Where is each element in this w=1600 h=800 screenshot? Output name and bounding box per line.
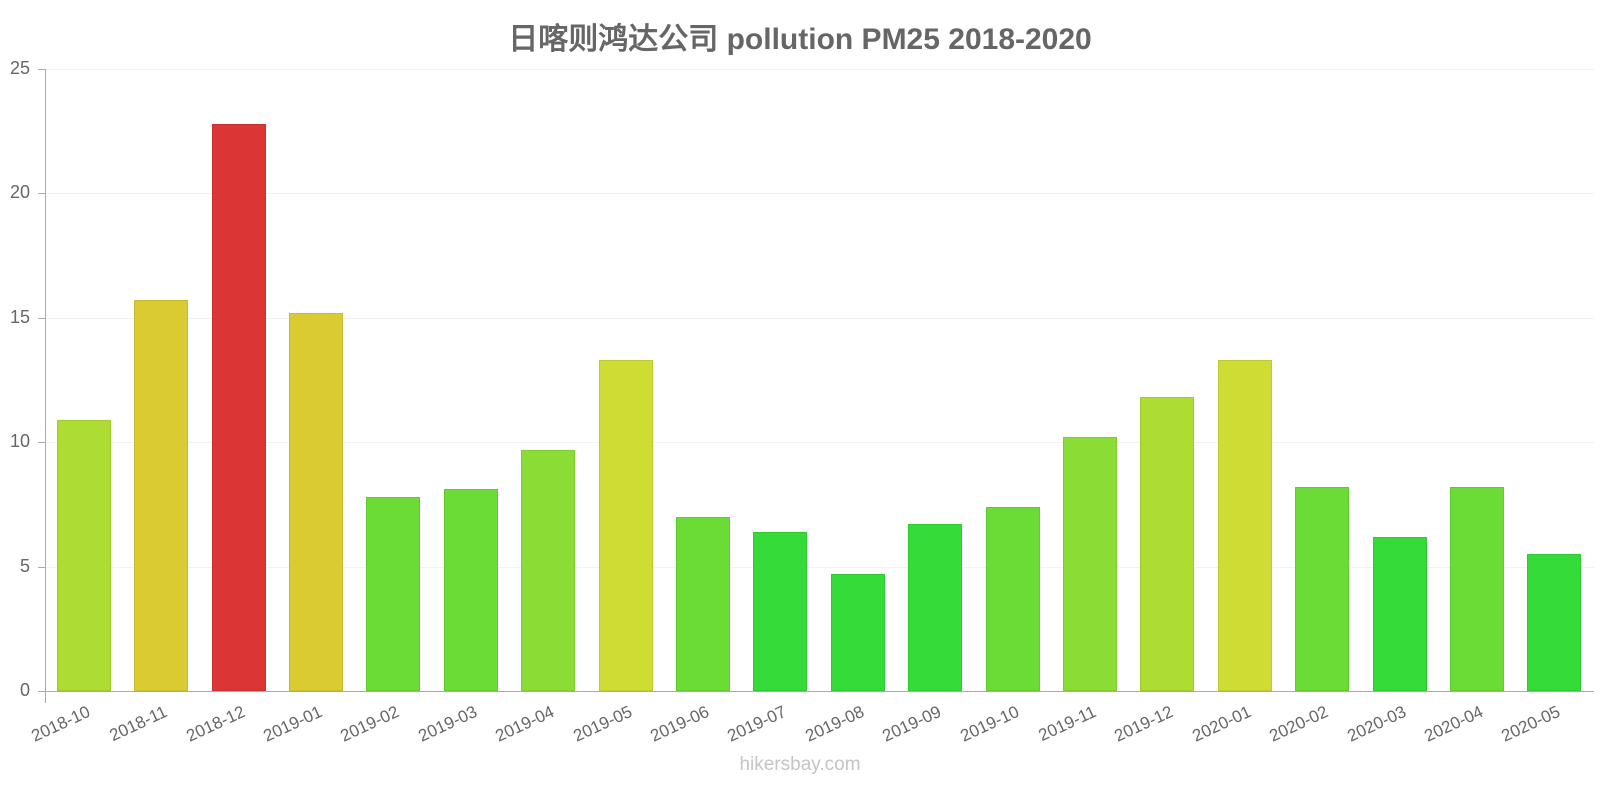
bar-2020-02[interactable] <box>1295 486 1350 691</box>
bar-2019-06[interactable] <box>675 516 730 691</box>
x-tick-label: 2019-12 <box>1111 702 1177 746</box>
y-tick-mark <box>38 69 46 70</box>
credit-text: hikersbay.com <box>739 754 861 775</box>
y-tick-mark <box>38 193 46 195</box>
x-tick-label: 2019-06 <box>647 702 712 746</box>
x-tick-label: 2019-11 <box>1035 702 1099 746</box>
x-tick-label: 2020-05 <box>1498 702 1564 746</box>
bar-2019-04[interactable] <box>521 449 576 691</box>
y-tick-mark <box>38 442 46 444</box>
x-tick-label: 2019-07 <box>724 702 790 746</box>
bar-2019-08[interactable] <box>830 574 885 691</box>
bar-2019-12[interactable] <box>1140 397 1195 691</box>
bar-2020-01[interactable] <box>1217 360 1272 691</box>
bar-2019-03[interactable] <box>443 489 498 691</box>
grid-line <box>46 317 1594 319</box>
bar-2020-05[interactable] <box>1527 554 1582 691</box>
y-tick-label: 10 <box>9 431 30 452</box>
y-tick-label: 5 <box>19 555 30 576</box>
x-tick-label: 2019-03 <box>415 702 480 746</box>
x-tick-label: 2020-04 <box>1421 702 1486 746</box>
grid-line <box>46 442 1594 444</box>
x-tick-label: 2019-08 <box>802 702 867 746</box>
bar-2020-03[interactable] <box>1372 536 1427 691</box>
bar-2018-12[interactable] <box>211 123 266 691</box>
bar-2019-01[interactable] <box>288 312 343 691</box>
x-tick-label: 2020-02 <box>1266 702 1332 746</box>
grid-line <box>46 69 1594 70</box>
bar-2019-07[interactable] <box>753 531 808 691</box>
x-tick-label: 2018-12 <box>182 702 248 746</box>
chart-title: 日喀则鸿达公司 pollution PM25 2018-2020 <box>508 23 1092 56</box>
y-tick-mark <box>38 566 46 568</box>
y-tick-label: 20 <box>9 182 30 203</box>
x-tick-label: 2018-11 <box>106 702 171 746</box>
y-tick-mark <box>38 317 46 319</box>
bar-2019-10[interactable] <box>985 506 1040 691</box>
bar-2020-04[interactable] <box>1449 486 1504 691</box>
y-tick-label: 0 <box>19 680 30 700</box>
bar-2019-09[interactable] <box>908 524 963 691</box>
x-tick-label: 2019-02 <box>337 702 403 746</box>
bar-2018-10[interactable] <box>56 419 111 691</box>
y-axis-line <box>45 69 46 703</box>
y-tick-label: 15 <box>9 306 30 327</box>
x-tick-label: 2019-05 <box>569 702 635 746</box>
x-tick-label: 2019-04 <box>492 702 558 746</box>
x-tick-label: 2019-10 <box>956 702 1022 746</box>
x-axis-line <box>38 691 1594 692</box>
bar-2019-05[interactable] <box>598 360 653 691</box>
x-tick-label: 2020-03 <box>1343 702 1409 746</box>
bar-2019-02[interactable] <box>366 496 421 691</box>
x-tick-label: 2018-10 <box>28 702 93 746</box>
y-tick-label: 25 <box>9 58 30 78</box>
x-tick-label: 2019-01 <box>260 702 325 746</box>
bar-2019-11[interactable] <box>1062 437 1117 691</box>
plot-area <box>46 69 1594 691</box>
x-tick-label: 2020-01 <box>1189 702 1254 746</box>
grid-line <box>46 566 1594 568</box>
x-tick-label: 2019-09 <box>879 702 945 746</box>
grid-line <box>46 193 1594 195</box>
bar-2018-11[interactable] <box>134 300 189 691</box>
